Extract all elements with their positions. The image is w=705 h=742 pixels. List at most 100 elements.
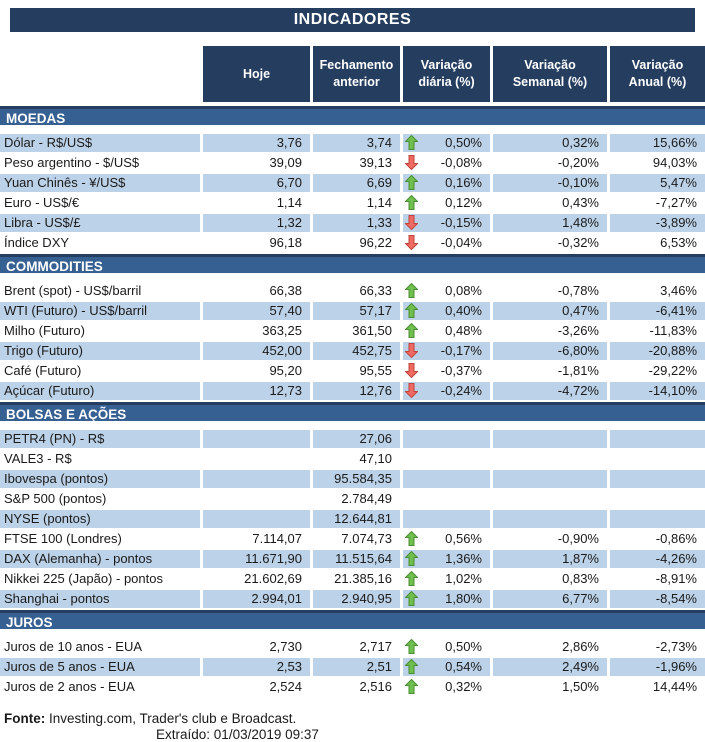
variacao-anual-value: -7,27% xyxy=(655,195,697,210)
source-line: Fonte: Investing.com, Trader's club e Br… xyxy=(4,711,319,726)
section-header-moedas: MOEDAS xyxy=(0,106,705,126)
variacao-anual-value: -29,22% xyxy=(648,363,697,378)
variacao-anual-value: -0,86% xyxy=(655,531,697,546)
hoje-value: 1,32 xyxy=(203,214,310,232)
row-label: S&P 500 (pontos) xyxy=(4,491,107,506)
variacao-diaria-value: 1,36% xyxy=(403,550,490,568)
variacao-semanal-value xyxy=(493,430,607,448)
variacao-semanal-value: 2,86% xyxy=(562,639,599,654)
fechamento-anterior-value: 66,33 xyxy=(359,283,392,298)
hoje-value: 96,18 xyxy=(269,235,302,250)
hoje-value: 2,53 xyxy=(203,658,310,676)
fechamento-anterior-value: 1,33 xyxy=(313,214,400,232)
trend-up-arrow-icon xyxy=(405,323,418,338)
variacao-diaria-value: 0,12% xyxy=(403,194,490,212)
extracted-line: Extraído: 01/03/2019 09:37 xyxy=(4,727,319,742)
hoje-value: 6,70 xyxy=(203,174,310,192)
variacao-semanal-value: -3,26% xyxy=(557,323,599,338)
variacao-diaria-value xyxy=(403,450,490,468)
variacao-anual-value: -6,41% xyxy=(610,302,705,320)
table-body: MOEDAS Dólar - R$/US$ 3,76 3,74 0,50% 0,32% 15… xyxy=(0,106,705,698)
table-row: Libra - US$/£ 1,32 1,33 -0,15% 1,48% -3,89% xyxy=(0,214,705,232)
footer: Fonte: Investing.com, Trader's club e Br… xyxy=(4,711,319,742)
table-row: Peso argentino - $/US$ 39,09 39,13 -0,08% -0… xyxy=(0,154,705,172)
row-label: Ibovespa (pontos) xyxy=(0,470,200,488)
row-label: Juros de 10 anos - EUA xyxy=(4,639,143,654)
table-row: S&P 500 (pontos) 2.784,49 xyxy=(0,490,705,508)
variacao-semanal-value: 1,50% xyxy=(562,679,599,694)
row-label: VALE3 - R$ xyxy=(4,451,72,466)
variacao-diaria-value xyxy=(403,470,490,488)
variacao-diaria-value: 0,48% xyxy=(403,322,490,340)
variacao-anual-value: 15,66% xyxy=(610,134,705,152)
variacao-semanal-value: -0,10% xyxy=(493,174,607,192)
table-row: Brent (spot) - US$/barril 66,38 66,33 0,08%… xyxy=(0,282,705,300)
row-label: Peso argentino - $/US$ xyxy=(4,155,140,170)
hoje-value xyxy=(203,430,310,448)
row-label: Índice DXY xyxy=(4,235,70,250)
fechamento-anterior-value: 2,516 xyxy=(359,679,392,694)
variacao-diaria-value xyxy=(403,510,490,528)
col-header-variacao-anual: Variação Anual (%) xyxy=(610,46,705,102)
hoje-value: 452,00 xyxy=(203,342,310,360)
variacao-diaria-value: 0,54% xyxy=(403,658,490,676)
variacao-anual-value: -2,73% xyxy=(655,639,697,654)
trend-up-arrow-icon xyxy=(405,659,418,674)
table-row: NYSE (pontos) 12.644,81 xyxy=(0,510,705,528)
table-row: DAX (Alemanha) - pontos 11.671,90 11.515,6… xyxy=(0,550,705,568)
fechamento-anterior-value: 95.584,35 xyxy=(313,470,400,488)
variacao-diaria-value xyxy=(403,490,490,508)
table-row: Yuan Chinês - ¥/US$ 6,70 6,69 0,16% -0,10% 5,… xyxy=(0,174,705,192)
variacao-anual-value: -11,83% xyxy=(649,323,697,338)
variacao-diaria-value: 0,40% xyxy=(403,302,490,320)
hoje-value: 21.602,69 xyxy=(244,571,302,586)
trend-down-arrow-icon xyxy=(405,343,418,358)
source-text: Investing.com, Trader's club e Broadcast… xyxy=(49,711,297,726)
hoje-value xyxy=(203,470,310,488)
row-label: Juros de 2 anos - EUA xyxy=(4,679,135,694)
row-label: DAX (Alemanha) - pontos xyxy=(0,550,200,568)
section-header-bolsas-e-acoes: BOLSAS E AÇÕES xyxy=(0,402,705,422)
hoje-value: 2.994,01 xyxy=(203,590,310,608)
table-row: Shanghai - pontos 2.994,01 2.940,95 1,80% 6,… xyxy=(0,590,705,608)
source-label: Fonte: xyxy=(4,711,46,726)
variacao-diaria-value: 0,56% xyxy=(403,530,490,548)
variacao-diaria-value: -0,37% xyxy=(403,362,490,380)
variacao-diaria-value: 0,50% xyxy=(403,638,490,656)
trend-up-arrow-icon xyxy=(405,283,418,298)
row-label: Açúcar (Futuro) xyxy=(0,382,200,400)
hoje-value: 2,730 xyxy=(269,639,302,654)
fechamento-anterior-value: 21.385,16 xyxy=(334,571,392,586)
hoje-value: 1,14 xyxy=(276,195,302,210)
variacao-semanal-value: 0,47% xyxy=(493,302,607,320)
table-row: Juros de 2 anos - EUA 2,524 2,516 0,32% 1,50… xyxy=(0,678,705,696)
fechamento-anterior-value: 96,22 xyxy=(359,235,392,250)
table-row: FTSE 100 (Londres) 7.114,07 7.074,73 0,56% -… xyxy=(0,530,705,548)
fechamento-anterior-value: 3,74 xyxy=(313,134,400,152)
table-row: Nikkei 225 (Japão) - pontos 21.602,69 21.3… xyxy=(0,570,705,588)
variacao-anual-value: 5,47% xyxy=(610,174,705,192)
fechamento-anterior-value: 2,717 xyxy=(359,639,392,654)
variacao-semanal-value: 6,77% xyxy=(493,590,607,608)
col-header-variacao-semanal: Variação Semanal (%) xyxy=(493,46,607,102)
variacao-anual-value: -4,26% xyxy=(610,550,705,568)
variacao-diaria-value xyxy=(403,430,490,448)
table-row: PETR4 (PN) - R$ 27,06 xyxy=(0,430,705,448)
variacao-semanal-value: 1,48% xyxy=(493,214,607,232)
row-label: Libra - US$/£ xyxy=(0,214,200,232)
variacao-anual-value: 3,46% xyxy=(660,283,697,298)
variacao-anual-value: -8,91% xyxy=(655,571,697,586)
variacao-anual-value: -14,10% xyxy=(610,382,705,400)
hoje-value: 39,09 xyxy=(269,155,302,170)
row-label: Euro - US$/€ xyxy=(4,195,80,210)
header-spacer xyxy=(0,46,200,102)
variacao-anual-value: -20,88% xyxy=(610,342,705,360)
table-row: Euro - US$/€ 1,14 1,14 0,12% 0,43% -7,27% xyxy=(0,194,705,212)
fechamento-anterior-value: 6,69 xyxy=(313,174,400,192)
row-label: Shanghai - pontos xyxy=(0,590,200,608)
fechamento-anterior-value: 12,76 xyxy=(313,382,400,400)
trend-up-arrow-icon xyxy=(405,531,418,546)
variacao-semanal-value: -0,20% xyxy=(557,155,599,170)
hoje-value: 7.114,07 xyxy=(252,531,302,546)
